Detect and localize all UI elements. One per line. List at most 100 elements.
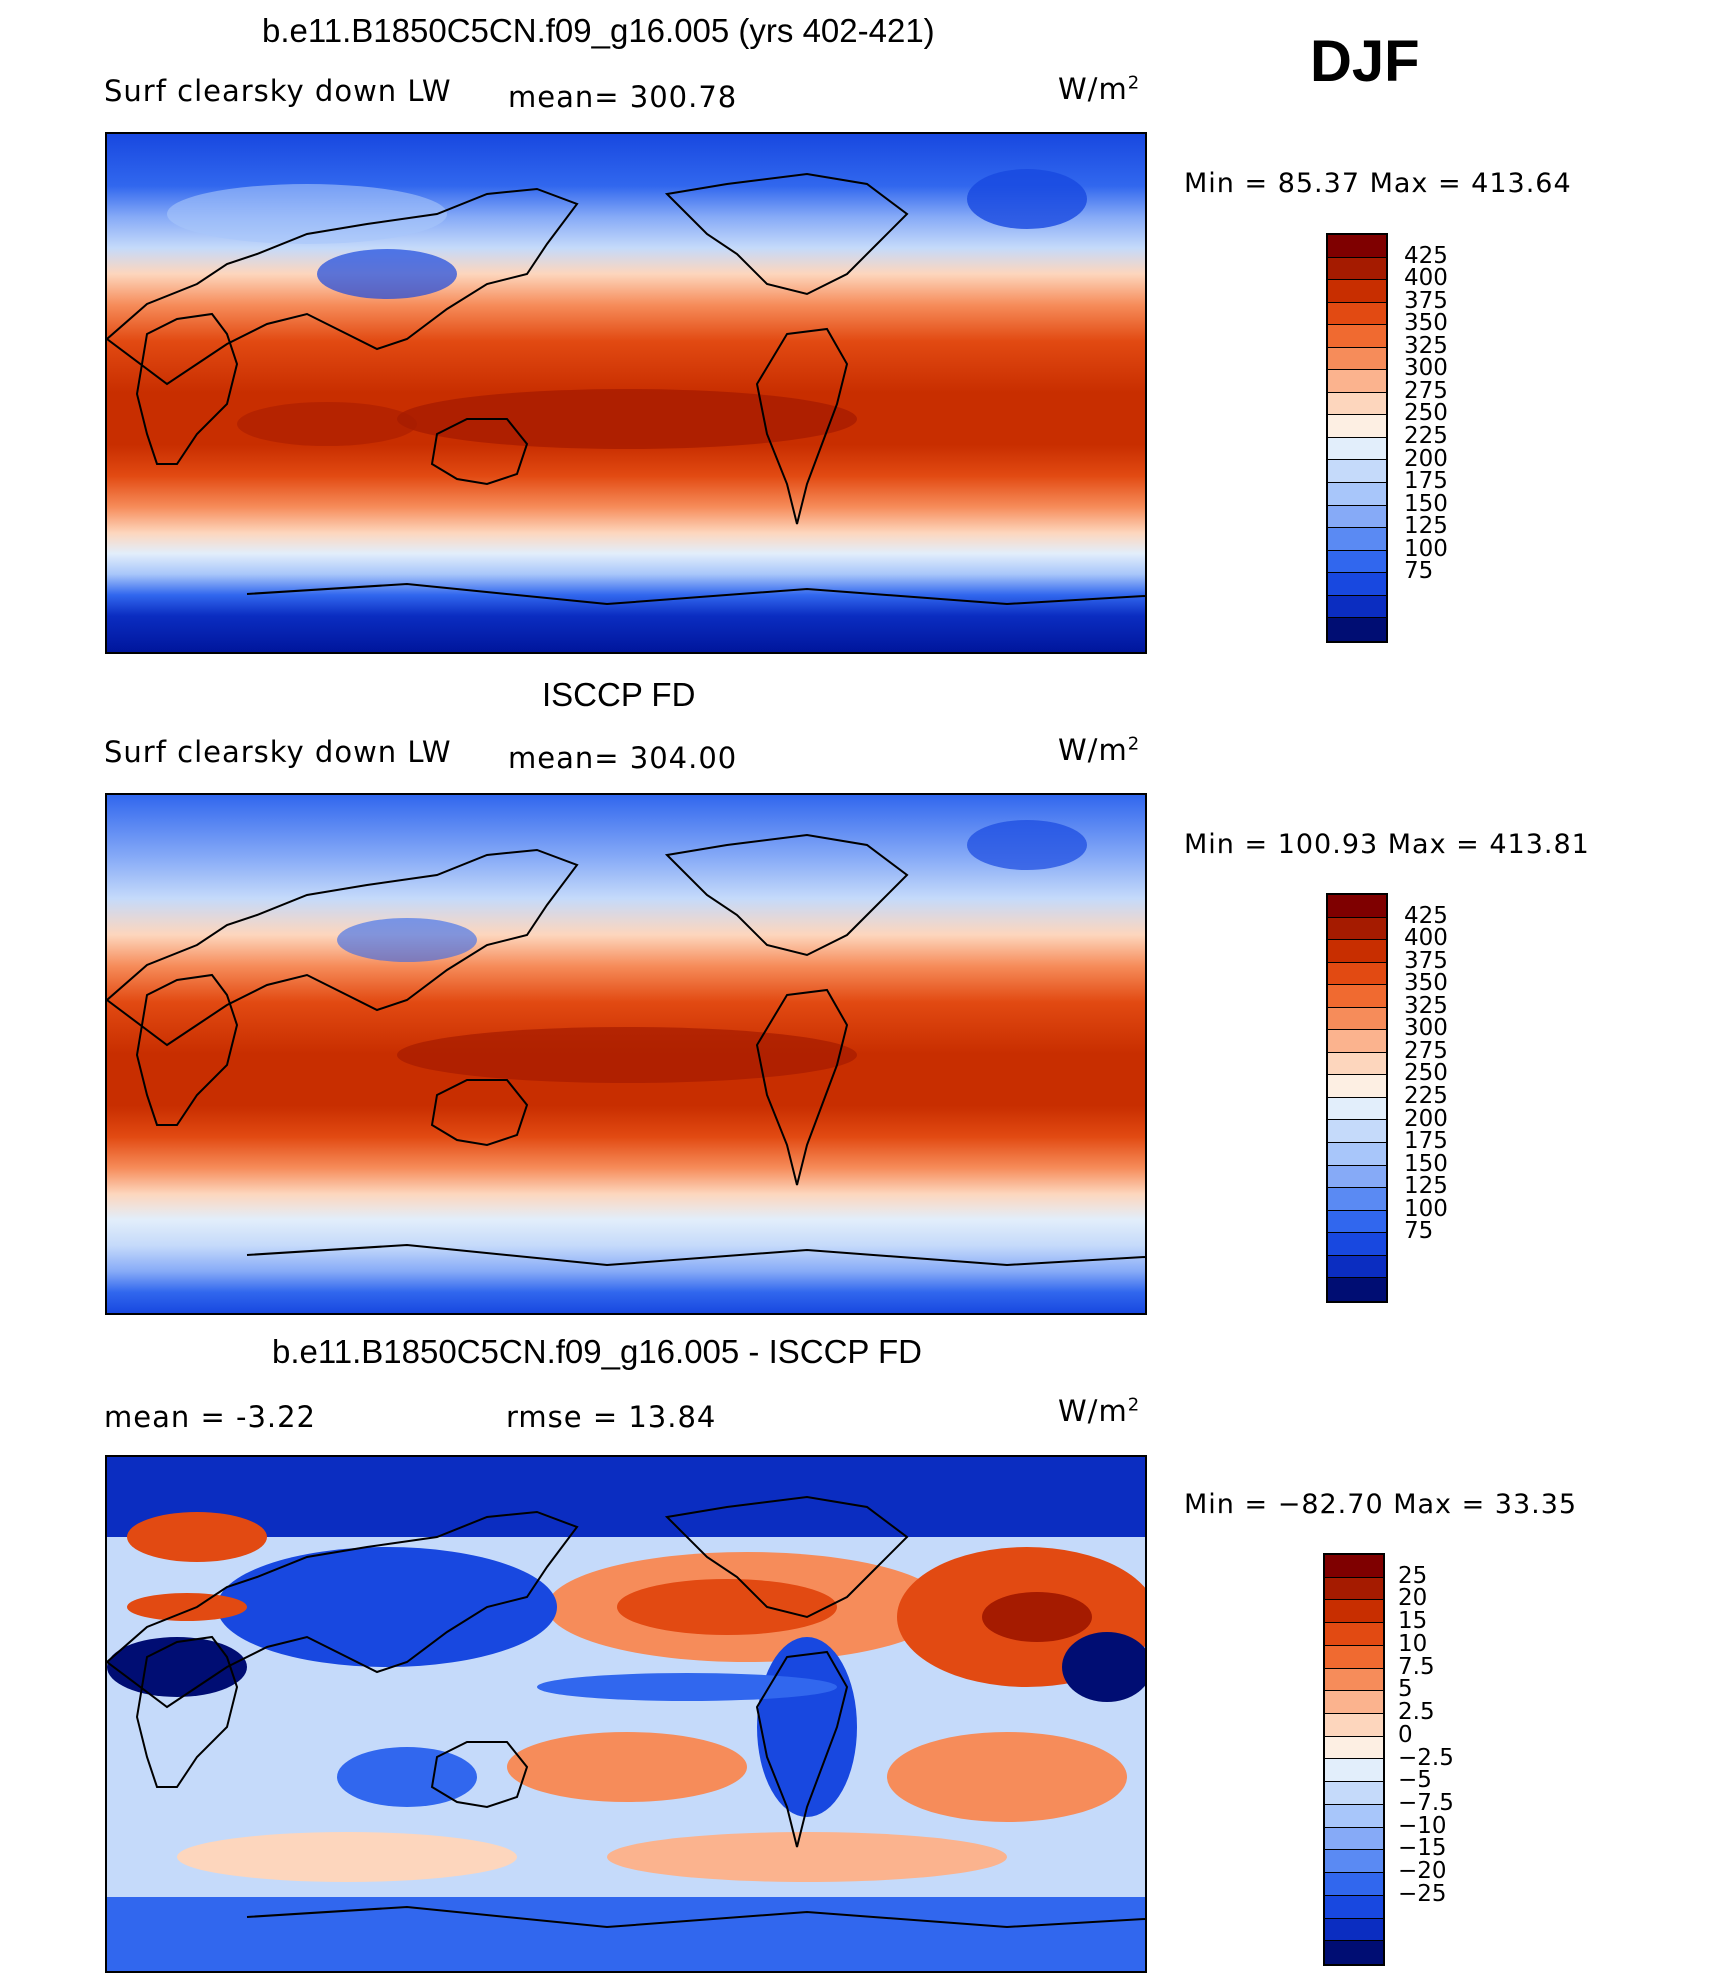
panel1-colorbar bbox=[1326, 233, 1388, 643]
panel3-map bbox=[105, 1455, 1147, 1973]
colorbar-tick-label: 400 bbox=[1404, 925, 1448, 952]
colorbar-tick-label: 225 bbox=[1404, 423, 1448, 449]
colorbar-swatch bbox=[1325, 1736, 1383, 1760]
colorbar-swatch bbox=[1325, 1918, 1383, 1942]
colorbar-tick-label: −25 bbox=[1398, 1880, 1447, 1907]
colorbar-swatch bbox=[1325, 1645, 1383, 1669]
colorbar-swatch bbox=[1325, 1623, 1383, 1646]
colorbar-tick-label: −15 bbox=[1398, 1835, 1447, 1862]
panel3-title: b.e11.B1850C5CN.f09_g16.005 - ISCCP FD bbox=[272, 1333, 922, 1370]
colorbar-tick-label: 300 bbox=[1404, 355, 1448, 382]
colorbar-tick-label: 25 bbox=[1398, 1562, 1428, 1589]
colorbar-tick-label: 75 bbox=[1404, 558, 1434, 585]
colorbar-tick-label: 5 bbox=[1398, 1676, 1413, 1703]
colorbar-swatch bbox=[1325, 1804, 1383, 1828]
colorbar-swatch bbox=[1328, 1165, 1386, 1189]
colorbar-swatch bbox=[1328, 347, 1386, 371]
colorbar-tick-label: −10 bbox=[1398, 1812, 1447, 1839]
colorbar-swatch bbox=[1328, 257, 1386, 281]
colorbar-swatch bbox=[1328, 595, 1386, 619]
colorbar-swatch bbox=[1328, 962, 1386, 986]
panel2-colorbar-ticks: 425 400 375 350 325 300 275 250 225 200 175 150 125 1… bbox=[1404, 893, 1484, 1303]
colorbar-swatch bbox=[1328, 1255, 1386, 1279]
colorbar-swatch bbox=[1325, 1895, 1383, 1919]
colorbar-swatch bbox=[1328, 917, 1386, 941]
panel2-colorbar bbox=[1326, 893, 1388, 1303]
colorbar-tick-label: 425 bbox=[1404, 902, 1448, 929]
colorbar-swatch bbox=[1325, 1827, 1383, 1851]
colorbar-tick-label: 375 bbox=[1404, 947, 1448, 974]
colorbar-swatch bbox=[1325, 1555, 1383, 1578]
colorbar-tick-label: 275 bbox=[1404, 377, 1448, 404]
colorbar-tick-label: 375 bbox=[1404, 287, 1448, 314]
colorbar-swatch bbox=[1328, 1120, 1386, 1144]
colorbar-tick-label: 2.5 bbox=[1398, 1699, 1435, 1726]
colorbar-swatch bbox=[1325, 1600, 1383, 1624]
colorbar-tick-label: 125 bbox=[1404, 513, 1448, 540]
colorbar-swatch bbox=[1328, 483, 1386, 506]
panel3-minmax: Min = −82.70 Max = 33.35 bbox=[1184, 1489, 1578, 1520]
colorbar-tick-label: 400 bbox=[1404, 265, 1448, 292]
colorbar-swatch bbox=[1328, 573, 1386, 596]
colorbar-tick-label: −2.5 bbox=[1398, 1744, 1454, 1771]
colorbar-swatch bbox=[1328, 437, 1386, 461]
colorbar-tick-label: 20 bbox=[1398, 1585, 1428, 1612]
colorbar-swatch bbox=[1325, 1668, 1383, 1692]
colorbar-tick-label: 250 bbox=[1404, 1060, 1448, 1087]
panel2-variable-label: Surf clearsky down LW bbox=[104, 735, 452, 769]
colorbar-swatch bbox=[1325, 1850, 1383, 1874]
panel1-title: b.e11.B1850C5CN.f09_g16.005 (yrs 402-421… bbox=[262, 12, 935, 49]
colorbar-swatch bbox=[1328, 1210, 1386, 1234]
colorbar-tick-label: 250 bbox=[1404, 400, 1448, 427]
colorbar-tick-label: 175 bbox=[1404, 1128, 1448, 1155]
colorbar-swatch bbox=[1328, 1030, 1386, 1053]
colorbar-swatch bbox=[1325, 1759, 1383, 1783]
colorbar-tick-label: 350 bbox=[1404, 310, 1448, 337]
colorbar-tick-label: −20 bbox=[1398, 1858, 1447, 1885]
colorbar-tick-label: −5 bbox=[1398, 1767, 1432, 1794]
colorbar-swatch bbox=[1328, 370, 1386, 393]
colorbar-swatch bbox=[1328, 302, 1386, 326]
colorbar-tick-label: 150 bbox=[1404, 490, 1448, 517]
colorbar-swatch bbox=[1328, 550, 1386, 574]
panel3-units: W/m2 bbox=[1058, 1394, 1141, 1428]
colorbar-tick-label: 300 bbox=[1404, 1015, 1448, 1042]
colorbar-tick-label: 15 bbox=[1398, 1608, 1428, 1635]
panel2-mean-label: mean= 304.00 bbox=[508, 741, 738, 775]
colorbar-swatch bbox=[1328, 940, 1386, 963]
panel3-colorbar bbox=[1323, 1553, 1385, 1966]
panel3-mean-label: mean = -3.22 bbox=[104, 1400, 317, 1434]
colorbar-swatch bbox=[1328, 1188, 1386, 1211]
colorbar-tick-label: 125 bbox=[1404, 1173, 1448, 1200]
colorbar-swatch bbox=[1328, 325, 1386, 348]
colorbar-swatch bbox=[1328, 280, 1386, 303]
colorbar-tick-label: 7.5 bbox=[1398, 1653, 1435, 1680]
season-label: DJF bbox=[1310, 29, 1420, 94]
colorbar-swatch bbox=[1328, 1278, 1386, 1301]
panel2-title: ISCCP FD bbox=[542, 676, 696, 713]
colorbar-tick-label: 10 bbox=[1398, 1630, 1428, 1657]
colorbar-swatch bbox=[1328, 895, 1386, 918]
colorbar-tick-label: 175 bbox=[1404, 468, 1448, 495]
colorbar-swatch bbox=[1325, 1873, 1383, 1896]
colorbar-tick-label: −7.5 bbox=[1398, 1789, 1454, 1816]
colorbar-tick-label: 100 bbox=[1404, 535, 1448, 562]
colorbar-swatch bbox=[1328, 618, 1386, 641]
panel1-mean-label: mean= 300.78 bbox=[508, 80, 738, 114]
colorbar-swatch bbox=[1325, 1782, 1383, 1805]
colorbar-swatch bbox=[1328, 1075, 1386, 1098]
colorbar-tick-label: 350 bbox=[1404, 970, 1448, 997]
panel3-colorbar-ticks: 25 20 15 10 7.5 5 2.5 0 −2.5 −5 −7.5 −10 −15 −20 −25 bbox=[1398, 1553, 1498, 1966]
colorbar-swatch bbox=[1328, 235, 1386, 258]
panel3-rmse-label: rmse = 13.84 bbox=[506, 1400, 717, 1434]
colorbar-swatch bbox=[1328, 505, 1386, 529]
colorbar-tick-label: 100 bbox=[1404, 1195, 1448, 1222]
colorbar-swatch bbox=[1325, 1691, 1383, 1715]
colorbar-swatch bbox=[1328, 460, 1386, 484]
colorbar-tick-label: 150 bbox=[1404, 1150, 1448, 1177]
colorbar-tick-label: 200 bbox=[1404, 445, 1448, 472]
colorbar-swatch bbox=[1328, 985, 1386, 1008]
colorbar-tick-label: 0 bbox=[1398, 1721, 1413, 1748]
colorbar-swatch bbox=[1328, 1007, 1386, 1031]
panel2-map bbox=[105, 793, 1147, 1315]
